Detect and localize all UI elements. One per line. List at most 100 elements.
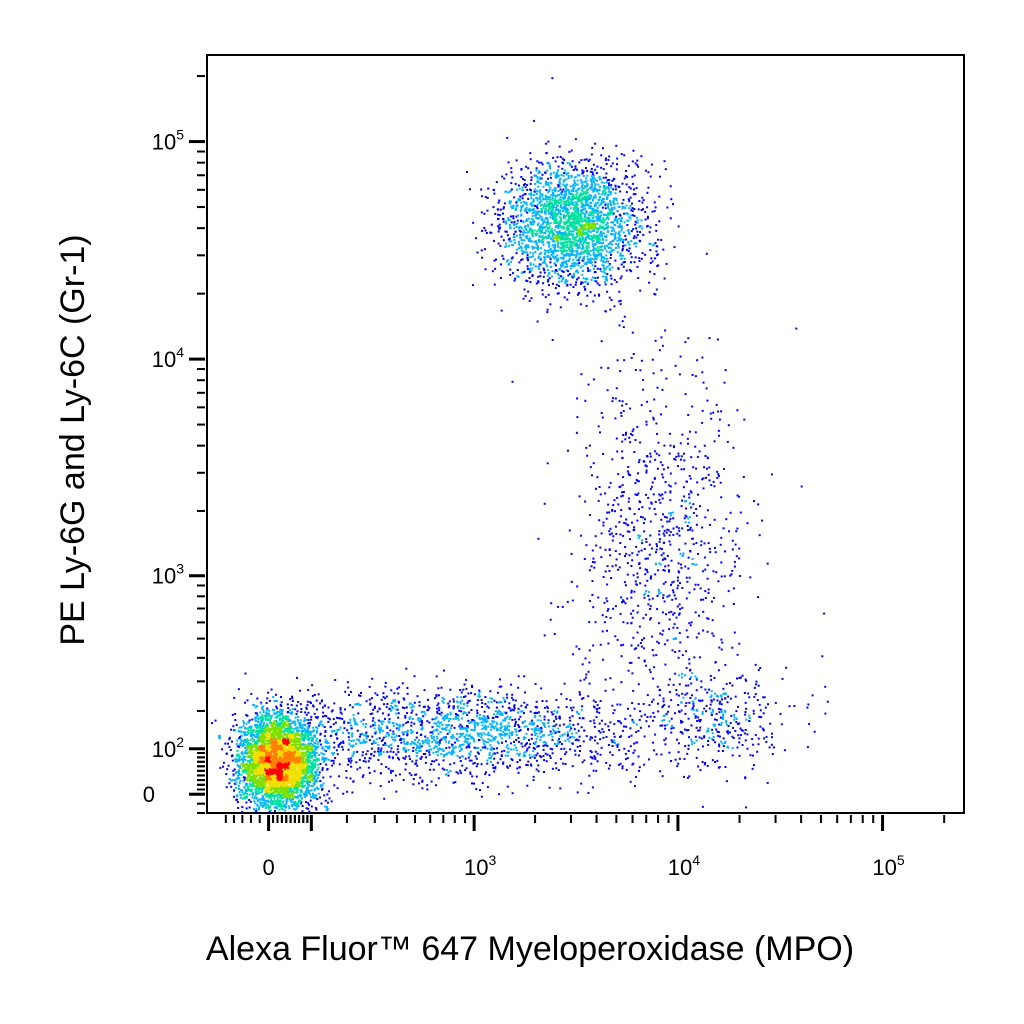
event-dot bbox=[309, 733, 311, 736]
event-dot bbox=[279, 731, 282, 734]
event-dot bbox=[308, 737, 311, 740]
event-dot bbox=[287, 793, 290, 795]
event-dot bbox=[263, 721, 265, 724]
event-dot bbox=[269, 721, 272, 724]
event-dot bbox=[274, 790, 277, 793]
event-dot bbox=[257, 765, 260, 768]
event-dot bbox=[254, 735, 257, 738]
event-dot bbox=[520, 168, 523, 170]
event-dot bbox=[596, 267, 599, 270]
event-dot bbox=[551, 215, 554, 218]
event-dot bbox=[292, 801, 295, 804]
event-dot bbox=[254, 718, 257, 721]
event-dot bbox=[628, 200, 631, 203]
event-dot bbox=[264, 718, 267, 721]
event-dot bbox=[254, 724, 257, 727]
event-dot bbox=[654, 206, 657, 209]
event-dot bbox=[555, 250, 558, 253]
event-dot bbox=[549, 176, 552, 179]
event-dot bbox=[255, 712, 258, 715]
event-dot bbox=[255, 720, 257, 723]
event-dot bbox=[480, 188, 483, 191]
event-dot bbox=[487, 187, 490, 190]
event-dot bbox=[266, 781, 269, 784]
event-dot bbox=[270, 803, 273, 806]
event-dot bbox=[233, 768, 236, 771]
event-dot bbox=[249, 780, 252, 783]
event-dot bbox=[286, 789, 289, 792]
event-dot bbox=[287, 765, 290, 768]
event-dot bbox=[289, 744, 291, 747]
event-dot bbox=[294, 804, 297, 807]
event-dot bbox=[294, 720, 297, 723]
event-dot bbox=[259, 791, 262, 794]
event-dot bbox=[568, 219, 571, 222]
event-dot bbox=[593, 246, 595, 249]
event-dot bbox=[560, 174, 563, 177]
event-dot bbox=[574, 283, 577, 286]
event-dot bbox=[255, 716, 258, 719]
event-dot bbox=[545, 196, 548, 199]
event-dot bbox=[586, 267, 589, 270]
event-dot bbox=[251, 759, 254, 762]
event-dot bbox=[285, 776, 287, 779]
event-dot bbox=[263, 802, 266, 804]
event-dot bbox=[288, 763, 290, 766]
event-dot bbox=[302, 769, 305, 771]
event-dot bbox=[621, 206, 624, 209]
event-dot bbox=[584, 213, 586, 216]
event-dot bbox=[589, 258, 592, 261]
event-dot bbox=[255, 761, 257, 764]
event-dot bbox=[289, 732, 292, 735]
event-dot bbox=[237, 753, 240, 756]
event-dot bbox=[283, 763, 285, 766]
event-dot bbox=[265, 778, 268, 781]
event-dot bbox=[305, 761, 308, 764]
event-dot bbox=[257, 718, 260, 720]
event-dot bbox=[263, 749, 266, 752]
event-dot bbox=[252, 744, 255, 747]
event-dot bbox=[582, 188, 585, 191]
event-dot bbox=[561, 270, 564, 273]
event-dot bbox=[589, 196, 592, 199]
event-dot bbox=[595, 172, 598, 174]
event-dot bbox=[279, 744, 282, 747]
event-dot bbox=[294, 772, 297, 775]
event-dot bbox=[540, 219, 543, 221]
event-dot bbox=[293, 795, 296, 798]
event-dot bbox=[276, 784, 279, 787]
event-dot bbox=[228, 738, 231, 741]
event-dot bbox=[276, 707, 278, 710]
event-dot bbox=[326, 768, 329, 770]
event-dot bbox=[556, 208, 559, 211]
event-dot bbox=[276, 776, 279, 779]
event-dot bbox=[271, 745, 274, 747]
event-dot bbox=[312, 792, 314, 795]
event-dot bbox=[287, 786, 290, 789]
event-dot bbox=[241, 791, 244, 794]
event-dot bbox=[296, 771, 298, 774]
event-dot bbox=[597, 192, 600, 195]
event-dot bbox=[310, 775, 313, 778]
event-dot bbox=[278, 808, 281, 811]
event-dot bbox=[261, 708, 264, 711]
event-dot bbox=[314, 775, 317, 778]
event-dot bbox=[505, 220, 508, 223]
event-dot bbox=[306, 794, 308, 797]
event-dot bbox=[299, 703, 302, 706]
event-dot bbox=[257, 785, 260, 788]
event-dot bbox=[251, 793, 254, 796]
event-dot bbox=[288, 766, 291, 769]
event-dot bbox=[566, 246, 568, 249]
event-dot bbox=[282, 715, 285, 718]
event-dot bbox=[303, 765, 306, 768]
event-dot bbox=[244, 791, 247, 794]
event-dot bbox=[547, 196, 550, 199]
event-dot bbox=[616, 221, 619, 224]
event-dot bbox=[254, 765, 257, 768]
event-dot bbox=[570, 174, 573, 177]
event-dot bbox=[632, 149, 635, 152]
event-dot bbox=[254, 758, 257, 761]
event-dot bbox=[295, 781, 298, 784]
event-dot bbox=[565, 188, 568, 191]
